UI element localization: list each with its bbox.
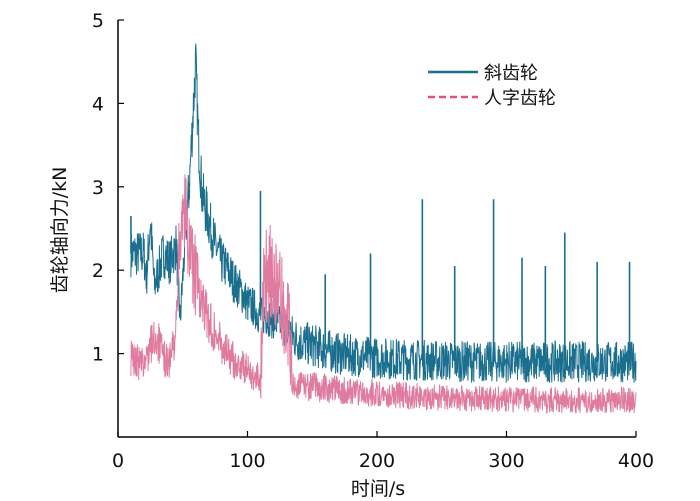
y-axis-title: 齿轮轴向力/kN [49,167,71,294]
legend-label-helical: 斜齿轮 [484,63,538,84]
legend-label-herringbone: 人字齿轮 [484,88,556,109]
series-line-helical [130,43,637,383]
legend: 斜齿轮 人字齿轮 [428,63,556,109]
y-tick-label: 3 [92,177,104,199]
x-tick-label: 100 [229,450,265,472]
y-tick-label: 2 [92,260,104,282]
y-tick-label: 1 [92,344,104,366]
x-tick-label: 400 [618,450,654,472]
plot-area [130,43,637,414]
series-line-herringbone [130,174,637,414]
axis-ticks: 0 100 200 300 400 1 2 3 4 5 [92,10,654,472]
y-tick-label: 5 [92,10,104,32]
y-tick-label: 4 [92,93,104,115]
x-tick-label: 200 [359,450,395,472]
x-tick-label: 300 [488,450,524,472]
x-tick-label: 0 [112,450,124,472]
x-axis-title: 时间/s [351,478,405,500]
